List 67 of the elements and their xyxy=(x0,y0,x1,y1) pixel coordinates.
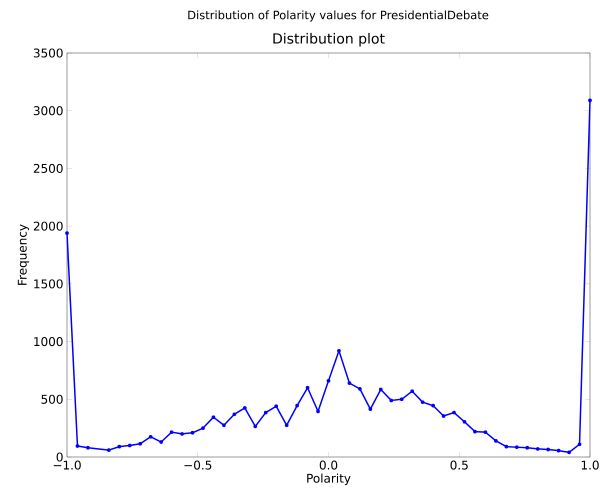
point xyxy=(159,440,163,444)
point xyxy=(567,450,571,454)
point xyxy=(358,387,362,391)
y-tick-label: 1000 xyxy=(34,337,63,346)
y-tick-label: 3000 xyxy=(34,106,63,116)
x-tick-label: −1.0 xyxy=(54,460,81,470)
point xyxy=(295,404,299,408)
y-tick-label: 0 xyxy=(56,452,63,462)
point xyxy=(378,388,383,392)
point xyxy=(128,444,132,448)
point xyxy=(190,430,194,435)
point xyxy=(264,410,268,414)
x-tick-label: 1.0 xyxy=(582,460,599,470)
point xyxy=(578,442,582,446)
point xyxy=(201,426,205,430)
point xyxy=(274,404,278,408)
point xyxy=(170,430,174,434)
point xyxy=(556,448,560,452)
point xyxy=(222,423,226,428)
point xyxy=(86,446,90,450)
point xyxy=(389,398,394,402)
point xyxy=(368,407,372,411)
point xyxy=(473,430,477,434)
point xyxy=(337,348,341,353)
point xyxy=(546,448,550,452)
point xyxy=(316,410,320,414)
y-axis-title: Frequency xyxy=(18,224,30,285)
point xyxy=(462,420,466,424)
point xyxy=(180,432,184,436)
point xyxy=(588,98,592,102)
point xyxy=(65,231,69,235)
point xyxy=(212,415,216,420)
point xyxy=(431,404,435,408)
point xyxy=(452,410,456,414)
point xyxy=(525,446,530,450)
chart-title: Distribution of Polarity values for PresidentialDebate xyxy=(188,10,488,22)
point xyxy=(138,442,142,446)
x-tick-label: 0.0 xyxy=(320,460,338,470)
point xyxy=(306,386,310,390)
point xyxy=(242,406,247,410)
point xyxy=(504,444,508,448)
point xyxy=(400,397,404,402)
point xyxy=(106,448,111,452)
x-tick-label: 0.5 xyxy=(450,460,468,470)
y-tick-label: 1500 xyxy=(34,279,63,288)
point xyxy=(253,424,258,428)
point xyxy=(494,438,498,443)
point xyxy=(420,400,424,404)
point xyxy=(514,445,519,450)
y-tick-label: 2000 xyxy=(34,222,63,231)
point xyxy=(117,444,122,448)
point xyxy=(484,430,488,434)
point xyxy=(442,414,446,418)
point xyxy=(348,381,352,385)
point xyxy=(326,378,330,383)
point xyxy=(410,389,414,394)
point xyxy=(76,444,80,448)
point xyxy=(536,447,540,451)
x-tick-label: −0.5 xyxy=(184,460,212,470)
chart-subtitle: Distribution plot xyxy=(273,32,385,46)
point xyxy=(232,412,236,416)
y-tick-label: 3500 xyxy=(34,48,63,58)
point xyxy=(284,423,289,428)
y-tick-label: 2500 xyxy=(34,164,63,173)
x-axis-title: Polarity xyxy=(307,473,351,486)
point xyxy=(148,434,153,439)
y-tick-label: 500 xyxy=(41,394,63,404)
